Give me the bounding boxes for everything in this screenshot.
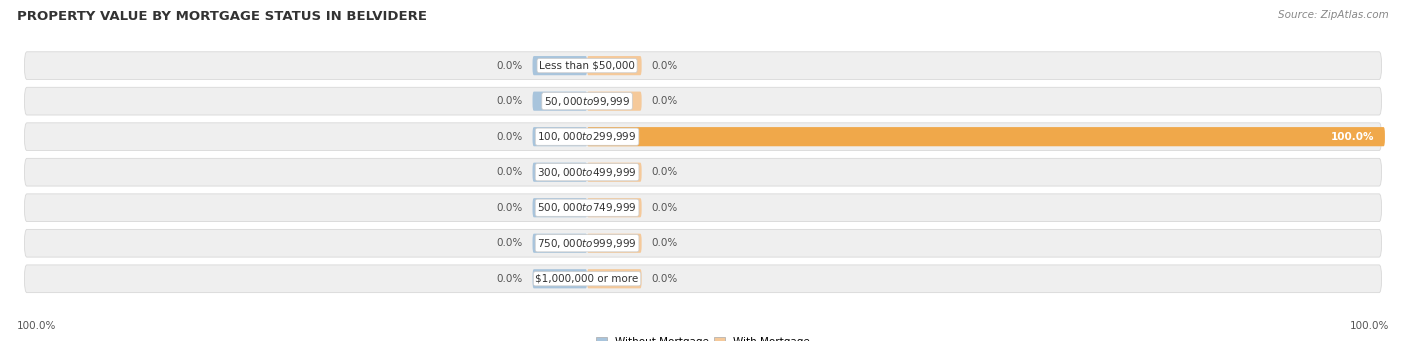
- Text: 0.0%: 0.0%: [496, 61, 522, 71]
- FancyBboxPatch shape: [588, 127, 1385, 146]
- Text: 0.0%: 0.0%: [652, 61, 678, 71]
- Text: 0.0%: 0.0%: [496, 96, 522, 106]
- Text: Less than $50,000: Less than $50,000: [538, 61, 636, 71]
- FancyBboxPatch shape: [24, 87, 1382, 115]
- Text: 0.0%: 0.0%: [496, 274, 522, 284]
- Text: 0.0%: 0.0%: [496, 132, 522, 142]
- FancyBboxPatch shape: [533, 127, 588, 146]
- Text: Source: ZipAtlas.com: Source: ZipAtlas.com: [1278, 10, 1389, 20]
- FancyBboxPatch shape: [533, 198, 588, 217]
- Text: $1,000,000 or more: $1,000,000 or more: [536, 274, 638, 284]
- FancyBboxPatch shape: [533, 163, 588, 182]
- Text: 0.0%: 0.0%: [652, 274, 678, 284]
- FancyBboxPatch shape: [24, 229, 1382, 257]
- FancyBboxPatch shape: [533, 234, 588, 253]
- Text: 0.0%: 0.0%: [496, 203, 522, 213]
- Text: 0.0%: 0.0%: [652, 238, 678, 248]
- Text: $300,000 to $499,999: $300,000 to $499,999: [537, 166, 637, 179]
- FancyBboxPatch shape: [588, 234, 641, 253]
- Text: 0.0%: 0.0%: [652, 203, 678, 213]
- FancyBboxPatch shape: [24, 158, 1382, 186]
- Text: 0.0%: 0.0%: [496, 167, 522, 177]
- FancyBboxPatch shape: [588, 269, 641, 288]
- FancyBboxPatch shape: [24, 123, 1382, 150]
- Text: PROPERTY VALUE BY MORTGAGE STATUS IN BELVIDERE: PROPERTY VALUE BY MORTGAGE STATUS IN BEL…: [17, 10, 427, 23]
- Text: 100.0%: 100.0%: [17, 321, 56, 331]
- FancyBboxPatch shape: [24, 52, 1382, 79]
- Text: 100.0%: 100.0%: [1350, 321, 1389, 331]
- Text: $100,000 to $299,999: $100,000 to $299,999: [537, 130, 637, 143]
- FancyBboxPatch shape: [588, 92, 641, 111]
- FancyBboxPatch shape: [533, 269, 588, 288]
- Text: 0.0%: 0.0%: [652, 167, 678, 177]
- FancyBboxPatch shape: [533, 92, 588, 111]
- FancyBboxPatch shape: [533, 56, 588, 75]
- FancyBboxPatch shape: [588, 163, 641, 182]
- FancyBboxPatch shape: [588, 198, 641, 217]
- Text: $500,000 to $749,999: $500,000 to $749,999: [537, 201, 637, 214]
- Text: 0.0%: 0.0%: [496, 238, 522, 248]
- Text: 0.0%: 0.0%: [652, 96, 678, 106]
- Legend: Without Mortgage, With Mortgage: Without Mortgage, With Mortgage: [592, 333, 814, 341]
- FancyBboxPatch shape: [588, 56, 641, 75]
- Text: $50,000 to $99,999: $50,000 to $99,999: [544, 95, 630, 108]
- FancyBboxPatch shape: [24, 194, 1382, 222]
- Text: $750,000 to $999,999: $750,000 to $999,999: [537, 237, 637, 250]
- FancyBboxPatch shape: [24, 265, 1382, 293]
- Text: 100.0%: 100.0%: [1331, 132, 1375, 142]
